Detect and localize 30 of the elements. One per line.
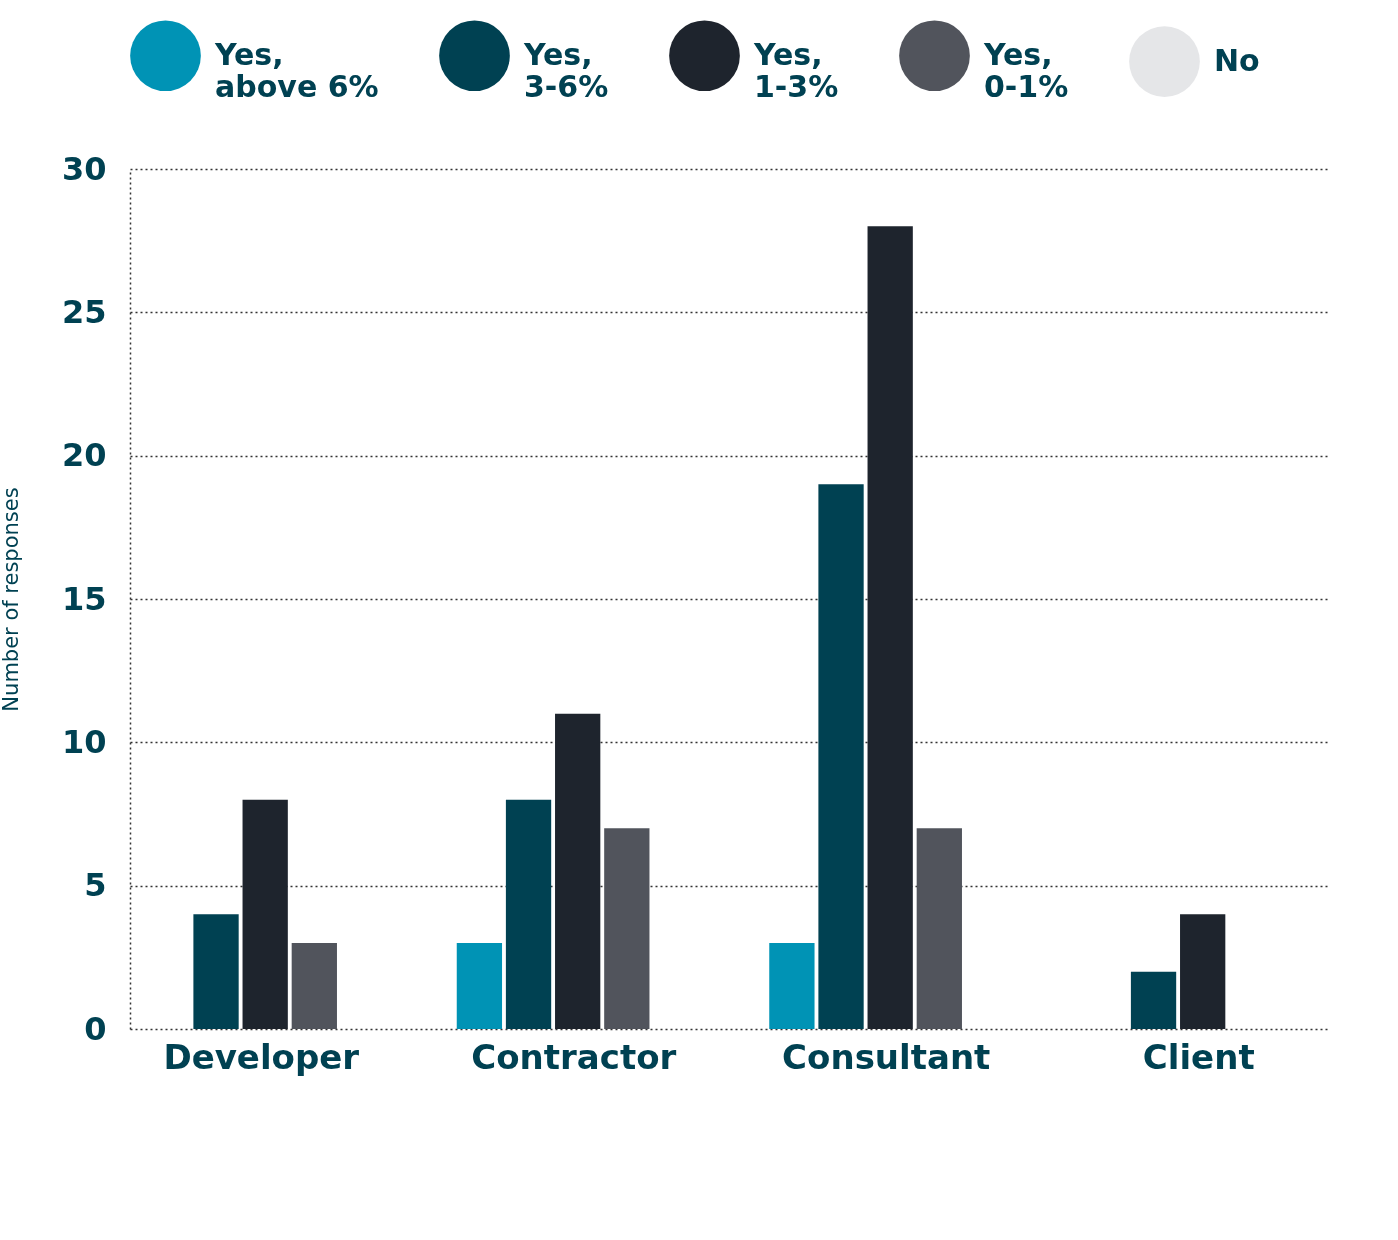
bar	[242, 799, 288, 1029]
y-tick-label: 0	[84, 1009, 107, 1048]
bar	[505, 799, 552, 1029]
y-tick-label: 5	[84, 866, 107, 905]
bar	[1180, 914, 1226, 1029]
x-tick-label: Client	[1142, 1036, 1255, 1077]
y-axis-title: Number of responses	[0, 487, 23, 712]
y-tick-label: 30	[61, 149, 107, 188]
y-tick-label: 10	[61, 722, 107, 761]
bar	[916, 828, 962, 1029]
legend-label: Yes, 3-6%	[523, 36, 609, 104]
x-tick-label: Developer	[163, 1036, 360, 1077]
bar	[769, 943, 815, 1029]
bar	[867, 226, 913, 1029]
bar	[456, 943, 503, 1029]
legend-label: Yes, 0-1%	[983, 36, 1069, 104]
bar	[291, 943, 337, 1029]
x-tick-label: Consultant	[782, 1036, 991, 1077]
legend-label: No	[1214, 42, 1260, 78]
y-tick-label: 25	[61, 292, 107, 331]
y-tick-label: 15	[61, 579, 107, 618]
bar	[818, 484, 864, 1029]
y-tick-label: 20	[61, 436, 107, 475]
bar	[604, 828, 650, 1029]
bar	[555, 713, 601, 1029]
bar	[193, 914, 239, 1029]
bar	[1130, 971, 1177, 1029]
legend-label: Yes, above 6%	[214, 36, 379, 104]
x-tick-label: Contractor	[471, 1036, 677, 1077]
legend-label: Yes, 1-3%	[753, 36, 839, 104]
